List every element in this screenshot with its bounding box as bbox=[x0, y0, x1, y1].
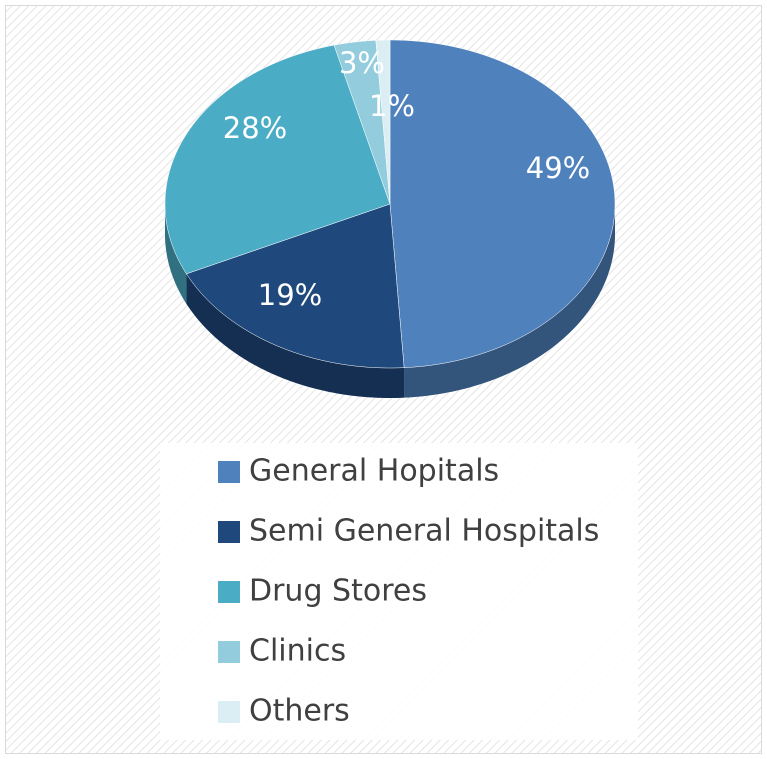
legend-swatch bbox=[218, 581, 240, 603]
data-label: 19% bbox=[258, 278, 322, 312]
slice bbox=[375, 39, 391, 205]
slice-side bbox=[165, 204, 187, 304]
slice bbox=[389, 39, 616, 368]
legend-swatch bbox=[218, 701, 240, 723]
data-label: 1% bbox=[369, 89, 415, 123]
legend-label: Others bbox=[249, 694, 350, 729]
legend: General Hopitals Semi General Hospitals Dr… bbox=[218, 454, 599, 729]
legend-swatch bbox=[218, 521, 240, 543]
slice bbox=[333, 40, 391, 205]
legend-label: Drug Stores bbox=[249, 574, 427, 609]
data-label: 28% bbox=[223, 111, 287, 145]
slice-side bbox=[404, 204, 615, 398]
slice-side bbox=[186, 273, 405, 398]
slice bbox=[186, 203, 405, 369]
slice-side-shade bbox=[165, 204, 187, 304]
pie: 49% 19% 28% 3% 1% bbox=[164, 39, 616, 398]
legend-label: General Hopitals bbox=[249, 454, 499, 489]
slice-side-shade bbox=[186, 273, 405, 398]
legend-swatch bbox=[218, 461, 240, 483]
slice-side-shade bbox=[404, 204, 615, 398]
legend-swatch bbox=[218, 641, 240, 663]
slice bbox=[164, 44, 391, 275]
legend-label: Semi General Hospitals bbox=[249, 514, 599, 549]
data-label: 49% bbox=[526, 151, 590, 185]
legend-label: Clinics bbox=[249, 634, 346, 669]
data-label: 3% bbox=[339, 46, 385, 80]
